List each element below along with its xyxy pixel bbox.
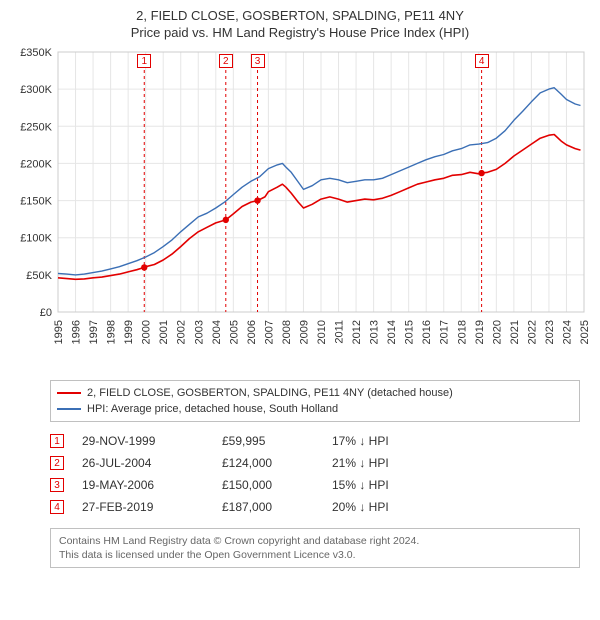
- legend: 2, FIELD CLOSE, GOSBERTON, SPALDING, PE1…: [50, 380, 580, 422]
- chart-marker-2: 2: [219, 54, 233, 68]
- sale-date: 29-NOV-1999: [82, 434, 222, 448]
- svg-text:2003: 2003: [193, 320, 205, 344]
- sale-date: 26-JUL-2004: [82, 456, 222, 470]
- svg-text:2000: 2000: [141, 320, 153, 344]
- address-title: 2, FIELD CLOSE, GOSBERTON, SPALDING, PE1…: [10, 8, 590, 23]
- svg-text:2022: 2022: [526, 320, 538, 344]
- sale-row-2: 2 26-JUL-2004£124,00021% ↓ HPI: [50, 452, 580, 474]
- svg-text:2021: 2021: [509, 320, 521, 344]
- svg-text:2012: 2012: [351, 320, 363, 344]
- sale-marker-2: 2: [50, 456, 64, 470]
- sale-diff: 17% ↓ HPI: [332, 434, 452, 448]
- sale-row-1: 1 29-NOV-1999£59,99517% ↓ HPI: [50, 430, 580, 452]
- legend-label: 2, FIELD CLOSE, GOSBERTON, SPALDING, PE1…: [87, 387, 453, 399]
- sale-diff: 20% ↓ HPI: [332, 500, 452, 514]
- container: 2, FIELD CLOSE, GOSBERTON, SPALDING, PE1…: [0, 0, 600, 578]
- svg-text:2018: 2018: [456, 320, 468, 344]
- sales-table: 1 29-NOV-1999£59,99517% ↓ HPI 2 26-JUL-2004…: [50, 430, 580, 518]
- svg-text:£150K: £150K: [20, 196, 52, 208]
- svg-text:1996: 1996: [71, 320, 83, 344]
- svg-text:2011: 2011: [334, 320, 346, 344]
- svg-text:2002: 2002: [176, 320, 188, 344]
- svg-text:2025: 2025: [579, 320, 590, 344]
- sale-date: 19-MAY-2006: [82, 478, 222, 492]
- svg-text:2001: 2001: [158, 320, 170, 344]
- sale-price: £124,000: [222, 456, 332, 470]
- sale-marker-1: 1: [50, 434, 64, 448]
- legend-row-1: HPI: Average price, detached house, Sout…: [57, 401, 573, 417]
- sale-price: £59,995: [222, 434, 332, 448]
- svg-text:1997: 1997: [88, 320, 100, 344]
- svg-text:2015: 2015: [404, 320, 416, 344]
- svg-text:2016: 2016: [421, 320, 433, 344]
- sale-price: £150,000: [222, 478, 332, 492]
- chart-svg: £0 £50K £100K £150K £200K £250K £300K £350K 1995…: [10, 44, 590, 374]
- svg-text:£250K: £250K: [20, 121, 52, 133]
- svg-text:2013: 2013: [369, 320, 381, 344]
- svg-text:2004: 2004: [211, 320, 223, 344]
- sale-diff: 15% ↓ HPI: [332, 478, 452, 492]
- svg-text:2006: 2006: [246, 320, 258, 344]
- legend-swatch: [57, 392, 81, 394]
- svg-text:1998: 1998: [106, 320, 118, 344]
- footer: Contains HM Land Registry data © Crown c…: [50, 528, 580, 568]
- svg-text:2019: 2019: [474, 320, 486, 344]
- svg-text:2007: 2007: [263, 320, 275, 344]
- legend-label: HPI: Average price, detached house, Sout…: [87, 403, 338, 415]
- svg-text:£0: £0: [40, 307, 52, 319]
- svg-text:£200K: £200K: [20, 158, 52, 170]
- svg-text:£50K: £50K: [26, 270, 52, 282]
- chart-marker-1: 1: [137, 54, 151, 68]
- sale-marker-3: 3: [50, 478, 64, 492]
- svg-text:£100K: £100K: [20, 233, 52, 245]
- svg-text:2008: 2008: [281, 320, 293, 344]
- chart-marker-3: 3: [251, 54, 265, 68]
- sale-row-3: 3 19-MAY-2006£150,00015% ↓ HPI: [50, 474, 580, 496]
- svg-text:1999: 1999: [123, 320, 135, 344]
- subtitle: Price paid vs. HM Land Registry's House …: [10, 25, 590, 40]
- svg-text:2014: 2014: [386, 320, 398, 344]
- svg-text:2010: 2010: [316, 320, 328, 344]
- svg-text:2009: 2009: [298, 320, 310, 344]
- sale-date: 27-FEB-2019: [82, 500, 222, 514]
- sale-row-4: 4 27-FEB-2019£187,00020% ↓ HPI: [50, 496, 580, 518]
- chart-titles: 2, FIELD CLOSE, GOSBERTON, SPALDING, PE1…: [10, 8, 590, 40]
- svg-text:2024: 2024: [561, 320, 573, 344]
- chart-marker-4: 4: [475, 54, 489, 68]
- svg-text:£300K: £300K: [20, 84, 52, 96]
- svg-text:2023: 2023: [544, 320, 556, 344]
- svg-text:2005: 2005: [228, 320, 240, 344]
- svg-text:2017: 2017: [439, 320, 451, 344]
- legend-swatch: [57, 408, 81, 410]
- sale-diff: 21% ↓ HPI: [332, 456, 452, 470]
- chart: £0 £50K £100K £150K £200K £250K £300K £350K 1995…: [10, 44, 590, 374]
- footer-line1: Contains HM Land Registry data © Crown c…: [59, 534, 571, 548]
- svg-text:2020: 2020: [491, 320, 503, 344]
- sale-price: £187,000: [222, 500, 332, 514]
- svg-text:1995: 1995: [53, 320, 65, 344]
- footer-line2: This data is licensed under the Open Gov…: [59, 548, 571, 562]
- sale-marker-4: 4: [50, 500, 64, 514]
- legend-row-0: 2, FIELD CLOSE, GOSBERTON, SPALDING, PE1…: [57, 385, 573, 401]
- svg-text:£350K: £350K: [20, 47, 52, 59]
